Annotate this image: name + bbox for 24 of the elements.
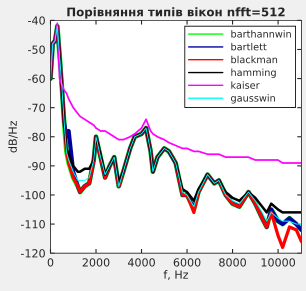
x-tick-label: 4000 — [128, 258, 155, 267]
chart-title: Порівняння типів вікон nfft=512 — [67, 7, 285, 19]
y-tick-label: -40 — [28, 16, 45, 25]
legend-label: barthannwin — [231, 30, 291, 38]
x-tick-label: 8000 — [219, 258, 246, 267]
y-tick-label: -80 — [28, 132, 45, 142]
legend-label: kaiser — [231, 81, 260, 89]
y-tick-label: -60 — [28, 74, 45, 83]
x-axis-title: f, Hz — [164, 270, 188, 280]
y-tick-label: -120 — [20, 249, 45, 258]
legend-label: blackman — [231, 56, 278, 64]
y-tick-label: -50 — [28, 45, 45, 54]
x-tick-label: 2000 — [82, 258, 110, 267]
legend-label: hamming — [231, 68, 276, 78]
y-tick-label: -110 — [20, 220, 45, 228]
x-tick-label: 0 — [48, 258, 54, 267]
y-axis-title: dB/Hz — [8, 120, 18, 152]
x-tick-label: 6000 — [174, 258, 200, 267]
legend-label: bartlett — [231, 42, 267, 50]
y-tick-label: -90 — [28, 162, 45, 170]
x-tick-label: 10000 — [262, 258, 296, 267]
y-tick-label: -70 — [28, 104, 45, 112]
legend-label: gausswin — [231, 94, 275, 104]
y-tick-label: -100 — [20, 190, 45, 200]
